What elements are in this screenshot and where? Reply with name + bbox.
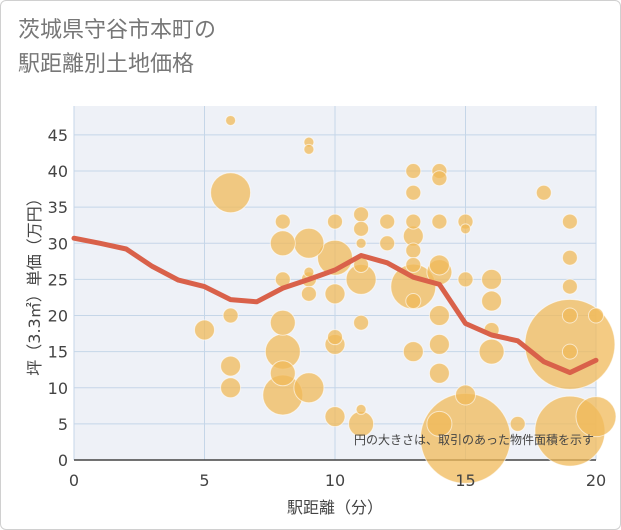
bubble-point bbox=[293, 372, 325, 404]
bubble-point bbox=[428, 362, 450, 384]
bubble-point bbox=[405, 242, 422, 259]
bubble-point bbox=[269, 309, 296, 336]
bubble-point bbox=[293, 227, 325, 259]
y-axis-ticks: 0 5 10 15 20 25 30 35 40 45 bbox=[48, 126, 68, 470]
y-tick-label: 10 bbox=[48, 379, 68, 398]
bubble-point bbox=[220, 377, 242, 399]
bubble-point bbox=[561, 213, 578, 230]
bubble-point bbox=[220, 355, 242, 377]
y-tick-label: 45 bbox=[48, 126, 68, 145]
y-tick-label: 5 bbox=[58, 415, 68, 434]
bubble-point bbox=[561, 307, 578, 324]
bubble-point bbox=[588, 307, 604, 324]
y-tick-label: 30 bbox=[48, 234, 68, 253]
bubble-point bbox=[379, 213, 396, 230]
chart-title-line-1: 茨城県守谷市本町の bbox=[18, 18, 217, 43]
y-tick-label: 15 bbox=[48, 343, 68, 362]
y-tick-label: 25 bbox=[48, 270, 68, 289]
bubble-point bbox=[561, 343, 578, 360]
y-axis-title: 坪（3.3㎡）単価（万円） bbox=[25, 190, 44, 375]
bubble-point bbox=[481, 290, 503, 312]
bubble-point bbox=[405, 293, 422, 310]
bubble-point bbox=[509, 415, 526, 432]
x-axis-title: 駅距離（分） bbox=[287, 498, 383, 517]
bubble-point bbox=[428, 333, 450, 355]
bubble-point bbox=[225, 114, 237, 126]
y-tick-label: 0 bbox=[58, 451, 68, 470]
bubble-point bbox=[405, 184, 422, 201]
bubble-point bbox=[353, 314, 370, 331]
bubble-point bbox=[431, 170, 448, 187]
bubble-point bbox=[460, 223, 471, 235]
bubble-point bbox=[300, 285, 317, 302]
y-tick-label: 20 bbox=[48, 307, 68, 326]
bubble-point bbox=[303, 143, 315, 155]
bubble-point bbox=[575, 396, 617, 438]
bubble-point bbox=[405, 213, 422, 230]
bubble-point bbox=[405, 163, 422, 180]
x-tick-label: 0 bbox=[69, 471, 79, 490]
y-tick-label: 35 bbox=[48, 198, 68, 217]
bubble-point bbox=[274, 213, 291, 230]
bubble-point bbox=[269, 360, 296, 387]
bubble-point bbox=[455, 384, 476, 406]
bubble-point bbox=[327, 213, 343, 230]
x-tick-label: 20 bbox=[586, 471, 606, 490]
bubble-point bbox=[324, 283, 346, 305]
chart-title: 茨城県守谷市本町の 駅距離別土地価格 bbox=[18, 14, 216, 82]
bubble-point bbox=[379, 235, 396, 252]
bubble-series bbox=[194, 114, 617, 484]
bubble-point bbox=[327, 329, 343, 346]
bubble-point bbox=[210, 172, 252, 214]
bubble-point bbox=[353, 206, 370, 223]
bubble-point bbox=[355, 403, 367, 415]
bubble-point bbox=[428, 254, 450, 276]
bubble-point bbox=[353, 220, 370, 237]
bubble-point bbox=[269, 230, 296, 257]
bubble-point bbox=[561, 278, 578, 295]
bubble-point bbox=[428, 305, 450, 327]
bubble-point bbox=[457, 271, 474, 288]
bubble-point bbox=[481, 268, 503, 290]
bubble-point bbox=[194, 319, 215, 341]
x-tick-label: 5 bbox=[199, 471, 209, 490]
bubble-point bbox=[355, 237, 367, 249]
trend-line bbox=[71, 235, 599, 376]
chart-title-line-2: 駅距離別土地価格 bbox=[18, 52, 195, 77]
bubble-size-note: 円の大きさは、取引のあった物件面積を示す bbox=[354, 432, 594, 447]
bubble-point bbox=[535, 184, 552, 201]
x-tick-label: 10 bbox=[325, 471, 345, 490]
bubble-point bbox=[561, 249, 578, 266]
x-tick-label: 15 bbox=[455, 471, 475, 490]
bubble-point bbox=[405, 256, 422, 273]
bubble-point bbox=[478, 338, 505, 365]
bubble-point bbox=[324, 406, 346, 428]
bubble-point bbox=[431, 213, 448, 230]
bubble-point bbox=[426, 410, 453, 437]
bubble-point bbox=[222, 307, 239, 324]
x-axis-ticks: 0 5 10 15 20 bbox=[69, 471, 606, 490]
bubble-point bbox=[402, 341, 424, 363]
y-tick-label: 40 bbox=[48, 162, 68, 181]
